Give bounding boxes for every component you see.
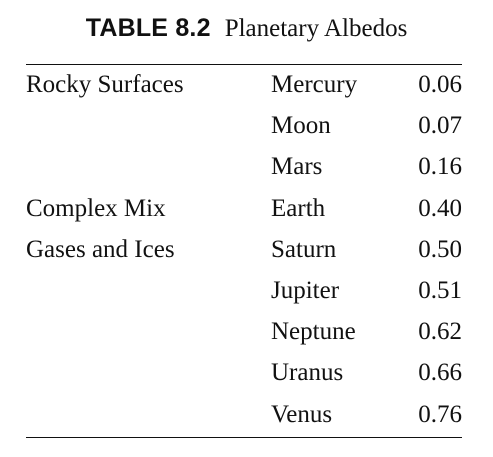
albedo-cell: 0.07 xyxy=(418,112,462,140)
table-row: Uranus 0.66 xyxy=(0,354,493,395)
albedo-cell: 0.40 xyxy=(418,195,462,223)
planet-cell: Earth xyxy=(271,195,325,223)
category-cell: Gases and Ices xyxy=(26,236,175,264)
top-rule xyxy=(26,64,462,65)
planet-cell: Venus xyxy=(271,401,332,429)
albedo-cell: 0.50 xyxy=(418,236,462,264)
albedo-cell: 0.76 xyxy=(418,401,462,429)
planet-cell: Neptune xyxy=(271,318,356,346)
category-cell: Rocky Surfaces xyxy=(26,71,184,99)
bottom-rule xyxy=(26,437,462,438)
albedo-cell: 0.62 xyxy=(418,318,462,346)
planet-cell: Mars xyxy=(271,153,322,181)
table-label: TABLE 8.2 xyxy=(86,14,211,42)
table-row: Gases and Ices Saturn 0.50 xyxy=(0,231,493,272)
category-cell: Complex Mix xyxy=(26,195,166,223)
table-title: Planetary Albedos xyxy=(225,15,408,42)
table-caption: TABLE 8.2 Planetary Albedos xyxy=(0,14,493,43)
table-row: Jupiter 0.51 xyxy=(0,272,493,313)
planet-cell: Moon xyxy=(271,112,331,140)
planet-cell: Saturn xyxy=(271,236,336,264)
planet-cell: Mercury xyxy=(271,71,357,99)
albedo-cell: 0.06 xyxy=(418,71,462,99)
table-row: Neptune 0.62 xyxy=(0,313,493,354)
albedo-cell: 0.51 xyxy=(418,277,462,305)
table-row: Venus 0.76 xyxy=(0,396,493,437)
table-row: Rocky Surfaces Mercury 0.06 xyxy=(0,66,493,107)
table-row: Moon 0.07 xyxy=(0,107,493,148)
table-row: Mars 0.16 xyxy=(0,148,493,189)
planet-cell: Uranus xyxy=(271,359,343,387)
table-body: Rocky Surfaces Mercury 0.06 Moon 0.07 Ma… xyxy=(0,66,493,437)
albedo-cell: 0.66 xyxy=(418,359,462,387)
table-row: Complex Mix Earth 0.40 xyxy=(0,190,493,231)
albedo-cell: 0.16 xyxy=(418,153,462,181)
planet-cell: Jupiter xyxy=(271,277,339,305)
